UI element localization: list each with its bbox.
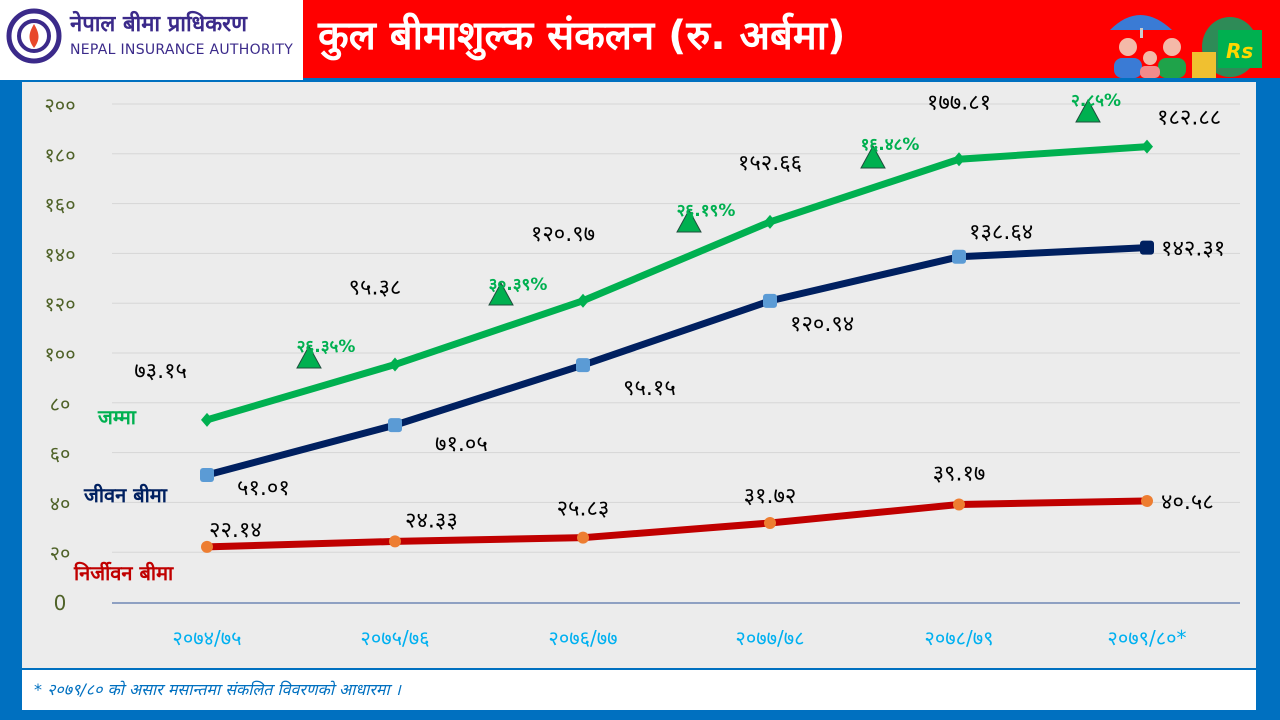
data-point [953, 498, 965, 511]
data-point [576, 358, 590, 373]
data-point [577, 293, 589, 308]
data-label: ३१.७२ [744, 484, 797, 509]
data-label: ५१.०१ [237, 476, 290, 501]
data-point [764, 517, 776, 530]
data-label: १५२.६६ [738, 151, 802, 176]
data-label: ९५.१५ [623, 376, 676, 401]
data-label: १४२.३१ [1161, 237, 1225, 262]
growth-label: २६.१९% [677, 201, 736, 221]
nia-logo-icon [6, 8, 62, 64]
data-label: २४.३३ [405, 508, 458, 533]
x-tick-label: २०७९/८०* [1107, 626, 1186, 650]
x-tick-label: २०७५/७६ [360, 626, 429, 650]
series-line-total [206, 143, 1148, 424]
data-point [388, 418, 402, 433]
footnote: * २०७९/८० को असार मसान्तमा संकलित विवरणक… [34, 680, 401, 699]
y-tick-label: २०० [44, 93, 75, 117]
series-label-total: जम्मा [97, 405, 137, 429]
y-tick-label: ८० [50, 392, 71, 416]
growth-label: ३०.३९% [489, 275, 548, 295]
logo-area: नेपाल बीमा प्राधिकरण NEPAL INSURANCE AUT… [0, 0, 303, 80]
data-point [389, 535, 401, 548]
data-label: १७७.८१ [927, 90, 991, 115]
org-name-en: NEPAL INSURANCE AUTHORITY [70, 42, 294, 58]
y-tick-label: 0 [54, 591, 67, 615]
data-label: ४०.५८ [1161, 490, 1214, 515]
data-point [201, 412, 213, 427]
data-label: १२०.९७ [531, 222, 595, 247]
data-point [952, 249, 966, 264]
y-tick-label: २० [50, 541, 71, 565]
data-label: ३९.१७ [933, 461, 986, 486]
chart-panel [22, 82, 1256, 668]
data-point [1141, 139, 1153, 154]
data-point [953, 152, 965, 167]
series-line-nonlife [206, 497, 1148, 551]
x-tick-label: २०७६/७७ [548, 626, 617, 650]
y-tick-label: १४० [44, 242, 75, 266]
growth-up-triangle-icon [1075, 98, 1101, 123]
series-label-nonlife: निर्जीवन बीमा [73, 561, 174, 585]
y-tick-label: ६० [50, 442, 71, 466]
data-label: २५.८३ [557, 497, 610, 522]
growth-label: २६.३५% [297, 337, 356, 357]
series-line-life [206, 244, 1148, 479]
insurance-family-money-icon: Rs [1110, 15, 1262, 78]
growth-up-triangle-icon [296, 344, 322, 369]
growth-label: १६.४८% [861, 135, 920, 155]
x-tick-label: २०७८/७९ [924, 626, 993, 650]
x-tick-label: २०७७/७८ [735, 626, 804, 650]
data-point [1140, 240, 1154, 255]
data-point [764, 214, 776, 229]
y-tick-label: १०० [44, 342, 75, 366]
growth-up-triangle-icon [860, 144, 886, 169]
rs-symbol: Rs [1226, 39, 1253, 63]
data-point [1141, 494, 1153, 507]
data-label: १८२.८८ [1157, 106, 1221, 131]
series-label-life: जीवन बीमा [83, 483, 168, 507]
data-point [389, 357, 401, 372]
data-label: २२.१४ [209, 518, 262, 543]
data-label: १३८.६४ [969, 220, 1033, 245]
y-tick-label: १६० [44, 193, 75, 217]
growth-up-triangle-icon [488, 281, 514, 306]
growth-up-triangle-icon [676, 208, 702, 233]
y-tick-label: १८० [44, 143, 75, 167]
growth-label: २.८५% [1071, 91, 1121, 111]
footnote-bar: * २०७९/८० को असार मसान्तमा संकलित विवरणक… [22, 668, 1256, 710]
data-label: ९५.३८ [349, 276, 402, 301]
data-point [200, 467, 214, 482]
org-name-np: नेपाल बीमा प्राधिकरण [70, 12, 247, 37]
page-title: कुल बीमाशुल्क संकलन (रु. अर्बमा) [318, 13, 846, 59]
data-label: १२०.९४ [790, 312, 854, 337]
data-point [201, 540, 213, 553]
data-point [763, 293, 777, 308]
data-point [577, 531, 589, 544]
data-label: ७१.०५ [435, 432, 488, 457]
x-tick-label: २०७४/७५ [172, 626, 241, 650]
data-label: ७३.१५ [134, 359, 187, 384]
y-tick-label: ४० [50, 491, 71, 515]
y-tick-label: १२० [44, 292, 75, 316]
